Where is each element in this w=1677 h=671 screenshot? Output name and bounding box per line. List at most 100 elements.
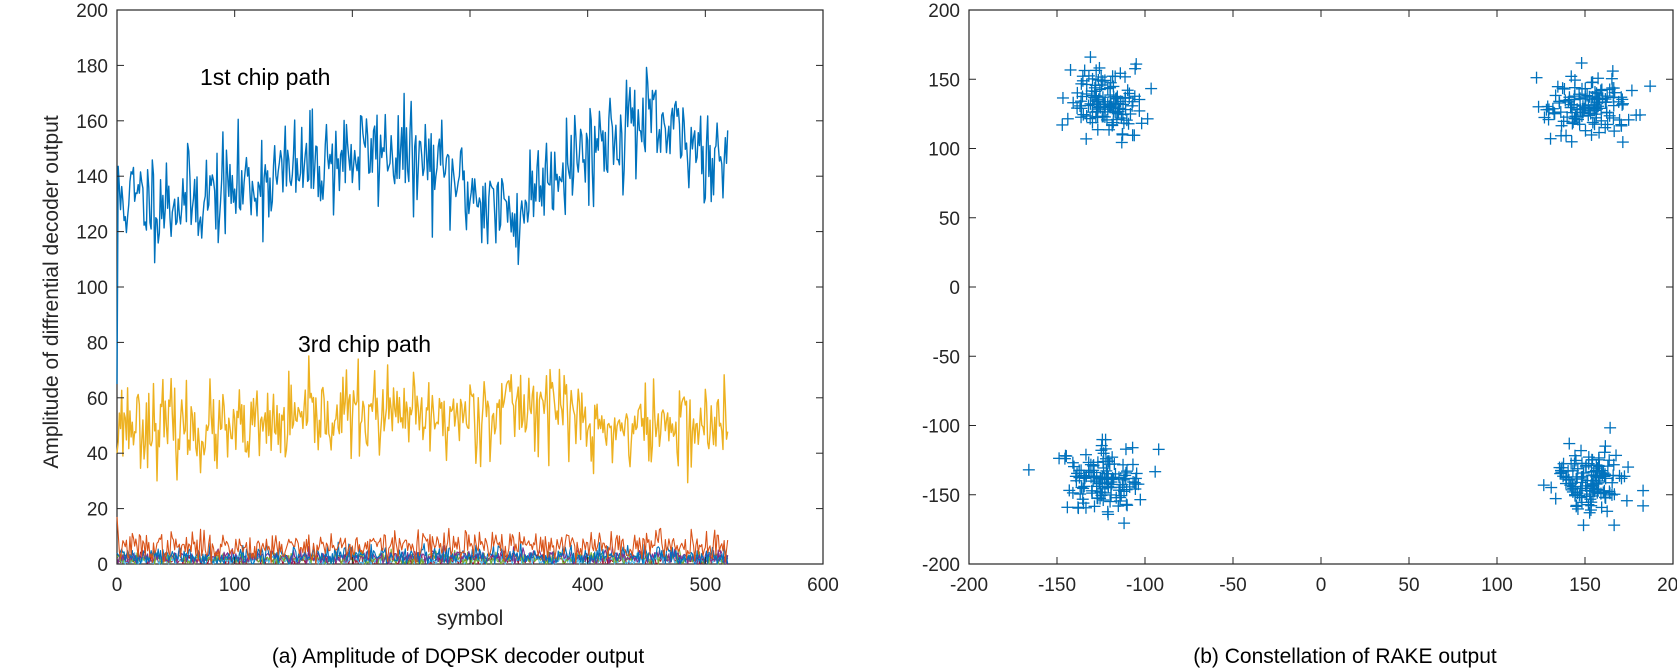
scatter-point [1595,114,1608,127]
scatter-point [1615,119,1628,132]
scatter-point [1118,485,1131,498]
scatter-point [1053,452,1066,465]
scatter-point [1064,63,1077,76]
scatter-point [1567,116,1580,129]
scatter-point [1608,86,1621,99]
scatter-point [1093,100,1106,113]
scatter-point [1101,477,1114,490]
x-tick-label: -50 [1219,575,1246,596]
panel-a-plot-frame [116,9,824,565]
scatter-point [1577,467,1590,480]
scatter-point [1569,480,1582,493]
scatter-point [1563,437,1576,450]
y-tick-label: 20 [87,500,108,521]
scatter-point [1582,109,1595,122]
x-tick-label: 0 [1316,575,1327,596]
x-tick-label: 100 [219,575,251,596]
scatter-point [1022,463,1035,476]
scatter-point [1116,108,1129,121]
scatter-point [1095,71,1108,84]
scatter-point [1116,128,1129,141]
scatter-point [1090,64,1103,77]
scatter-point [1121,465,1134,478]
scatter-point [1119,70,1132,83]
scatter-point [1586,477,1599,490]
scatter-point [1585,499,1598,512]
scatter-point [1585,466,1598,479]
scatter-point [1603,83,1616,96]
scatter-point [1092,73,1105,86]
scatter-point [1088,470,1101,483]
scatter-point [1093,61,1106,74]
scatter-point [1613,113,1626,126]
y-tick-label: -50 [933,347,960,368]
scatter-point [1133,104,1146,117]
panel-b-caption: (b) Constellation of RAKE output [1193,645,1497,668]
scatter-point [1145,82,1158,95]
scatter-point [1568,457,1581,470]
scatter-point [1553,95,1566,108]
scatter-point [1066,456,1079,469]
scatter-point [1530,71,1543,84]
scatter-point [1060,450,1073,463]
scatter-point [1594,84,1607,97]
scatter-point [1152,443,1165,456]
annotation-3rd-chip-path: 3rd chip path [298,331,431,357]
scatter-point [1625,84,1638,97]
scatter-point [1074,488,1087,501]
scatter-point [1112,500,1125,513]
annotation-1st-chip-path: 1st chip path [200,64,330,90]
scatter-point [1585,76,1598,89]
y-tick-label: -200 [922,555,960,576]
panel-b-axes: -200 -150 -100 -50 0 50 100 150 200 200 150 100 50 0 -… [922,1,1677,596]
scatter-point [1070,474,1083,487]
scatter-point [1634,108,1647,121]
scatter-point [1097,461,1110,474]
scatter-point [1571,487,1584,500]
scatter-point [1102,508,1115,521]
scatter-point [1076,70,1089,83]
scatter-point [1067,96,1080,109]
scatter-point [1071,86,1084,99]
scatter-point [1599,468,1612,481]
scatter-point [1573,489,1586,502]
scatter-point [1080,87,1093,100]
scatter-point [1588,118,1601,131]
scatter-point [1071,467,1084,480]
scatter-point [1128,90,1141,103]
scatter-point [1560,129,1573,142]
scatter-point [1121,84,1134,97]
x-tick-label: -150 [1038,575,1076,596]
scatter-point [1615,472,1628,485]
scatter-point [1580,490,1593,503]
scatter-point [1575,444,1588,457]
scatter-point [1553,461,1566,474]
scatter-point [1620,494,1633,507]
x-tick-label: 400 [572,575,604,596]
scatter-point [1607,469,1620,482]
scatter-point [1086,116,1099,129]
scatter-point [1088,500,1101,513]
scatter-point [1555,119,1568,132]
x-tick-label: -200 [950,575,988,596]
scatter-point [1606,65,1619,78]
scatter-point [1130,467,1143,480]
scatter-point [1101,82,1114,95]
scatter-point [1115,136,1128,149]
scatter-point [1569,454,1582,467]
scatter-point [1600,95,1613,108]
scatter-point [1086,98,1099,111]
scatter-point [1126,458,1139,471]
scatter-point [1095,489,1108,502]
scatter-point [1104,76,1117,89]
scatter-point [1593,471,1606,484]
scatter-point [1575,82,1588,95]
x-tick-label: 100 [1481,575,1513,596]
scatter-point [1056,118,1069,131]
scatter-point [1599,121,1612,134]
scatter-point [1574,103,1587,116]
x-tick-label: 200 [336,575,368,596]
scatter-point [1079,501,1092,514]
scatter-point [1586,116,1599,129]
